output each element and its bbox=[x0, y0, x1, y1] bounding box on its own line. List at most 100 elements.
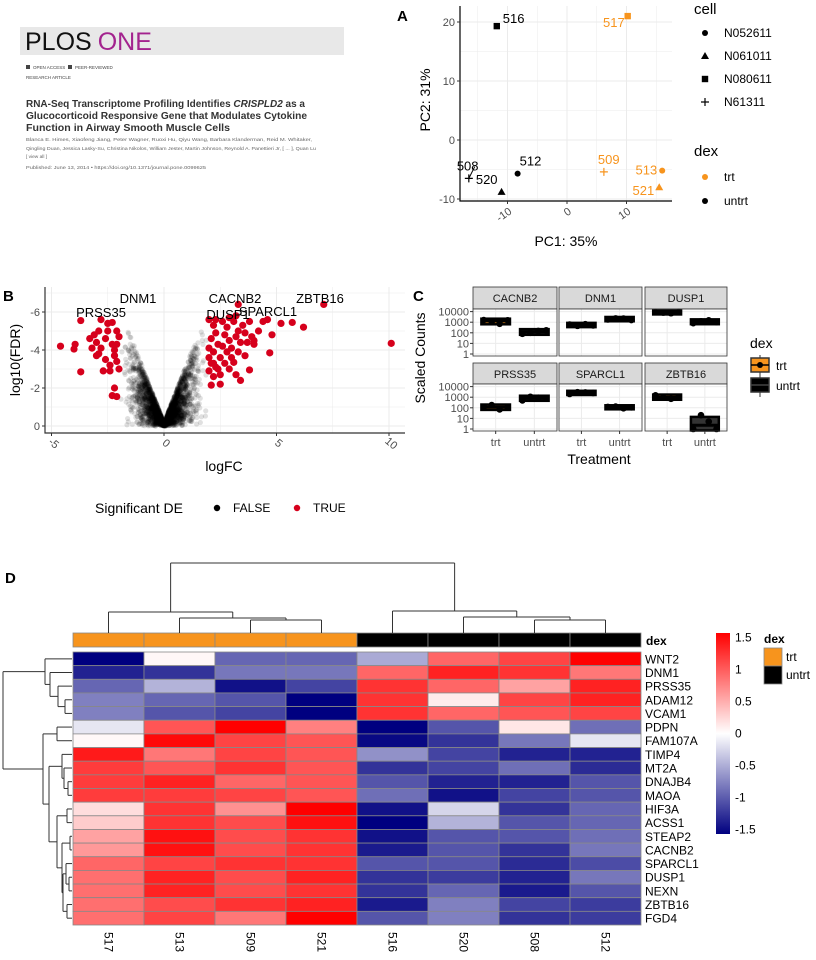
ns-point bbox=[150, 396, 156, 402]
ns-point bbox=[153, 421, 160, 428]
ns-point bbox=[147, 388, 153, 394]
ns-point bbox=[171, 399, 177, 405]
view-all-link[interactable]: [ view all ] bbox=[26, 154, 47, 160]
ns-point bbox=[151, 417, 157, 423]
ns-point bbox=[162, 420, 168, 426]
article-title-line3[interactable]: Function in Airway Smooth Muscle Cells bbox=[26, 122, 230, 134]
facet-title: SPARCL1 bbox=[576, 369, 625, 381]
ns-point bbox=[168, 402, 174, 408]
ns-point bbox=[179, 408, 186, 415]
heatmap-cell bbox=[356, 883, 429, 899]
ns-point bbox=[178, 377, 184, 384]
ns-point bbox=[149, 392, 156, 398]
ns-point bbox=[157, 418, 163, 424]
ns-point bbox=[130, 363, 136, 369]
ns-point bbox=[160, 419, 166, 425]
ns-point bbox=[131, 377, 137, 384]
ns-point bbox=[160, 418, 166, 424]
ns-point bbox=[179, 396, 186, 402]
heatmap-cell bbox=[285, 774, 358, 789]
ns-point bbox=[146, 384, 153, 390]
ns-point bbox=[175, 411, 181, 418]
ns-point bbox=[175, 409, 181, 416]
ns-point bbox=[152, 408, 158, 415]
ns-point bbox=[169, 401, 175, 407]
ns-point bbox=[147, 411, 153, 417]
ns-point bbox=[149, 393, 155, 399]
ns-point bbox=[142, 375, 148, 382]
ns-point bbox=[171, 394, 177, 400]
ns-point bbox=[195, 367, 201, 374]
row-label-prss35: PRSS35 bbox=[645, 680, 691, 694]
ns-point bbox=[143, 378, 149, 385]
ns-point bbox=[186, 417, 193, 424]
ns-point bbox=[187, 401, 193, 407]
heatmap-cell bbox=[569, 801, 642, 817]
ns-point bbox=[142, 373, 148, 379]
ns-point bbox=[156, 419, 162, 425]
ns-point bbox=[155, 418, 161, 425]
ns-point bbox=[165, 419, 171, 425]
ns-point bbox=[160, 418, 166, 424]
ns-point bbox=[160, 420, 166, 426]
annotation-cell-trt bbox=[214, 632, 287, 648]
ns-point bbox=[191, 366, 197, 372]
ns-point bbox=[175, 402, 181, 408]
ns-point bbox=[177, 415, 183, 421]
ns-point bbox=[164, 415, 170, 421]
heatmap-cell bbox=[143, 774, 216, 789]
ns-point bbox=[154, 414, 160, 420]
ns-point bbox=[181, 381, 187, 387]
ns-point bbox=[170, 414, 176, 420]
ns-point bbox=[171, 422, 177, 428]
ns-point bbox=[147, 416, 153, 422]
ns-point bbox=[153, 409, 159, 415]
ns-point bbox=[170, 400, 176, 406]
y-tick-label: -6 bbox=[30, 307, 40, 319]
ns-point bbox=[126, 351, 133, 358]
ns-point bbox=[183, 368, 190, 374]
ns-point bbox=[129, 395, 135, 401]
ns-point bbox=[160, 419, 166, 425]
ns-point bbox=[186, 372, 192, 378]
article-title-line1[interactable]: RNA-Seq Transcriptome Profiling Identifi… bbox=[26, 98, 305, 110]
de-point bbox=[227, 344, 236, 352]
ns-point bbox=[156, 410, 162, 416]
ns-point bbox=[130, 405, 136, 411]
ns-point bbox=[163, 417, 169, 424]
ns-point bbox=[145, 381, 151, 387]
ns-point bbox=[140, 375, 146, 381]
ns-point bbox=[163, 421, 169, 427]
de-point bbox=[225, 314, 233, 322]
ns-point bbox=[171, 419, 177, 425]
ns-point bbox=[164, 421, 171, 427]
ns-point bbox=[142, 394, 149, 400]
ns-point bbox=[163, 421, 169, 428]
ns-point bbox=[150, 406, 156, 412]
ns-point bbox=[155, 407, 161, 413]
ns-point bbox=[164, 414, 170, 420]
de-point bbox=[221, 331, 229, 339]
data-point bbox=[667, 309, 675, 317]
ns-point bbox=[197, 381, 204, 387]
ns-point bbox=[174, 389, 180, 395]
ns-point bbox=[146, 387, 152, 393]
ns-point bbox=[173, 391, 179, 397]
ns-point bbox=[139, 370, 145, 376]
ns-point bbox=[163, 423, 169, 429]
ns-point bbox=[153, 416, 159, 422]
ns-point bbox=[136, 402, 142, 408]
de-point bbox=[266, 349, 274, 357]
ns-point bbox=[130, 365, 136, 371]
ns-point bbox=[146, 386, 152, 392]
ns-point bbox=[151, 404, 157, 410]
ns-point bbox=[145, 402, 151, 408]
heatmap-cell bbox=[143, 665, 216, 680]
article-title-line2[interactable]: Glucocorticoid Responsive Gene that Modu… bbox=[26, 110, 307, 122]
ns-point bbox=[151, 402, 157, 408]
ns-point bbox=[159, 419, 166, 425]
data-point bbox=[519, 330, 526, 338]
ns-point bbox=[183, 405, 190, 412]
ns-point bbox=[141, 395, 148, 401]
ns-point bbox=[168, 404, 174, 410]
